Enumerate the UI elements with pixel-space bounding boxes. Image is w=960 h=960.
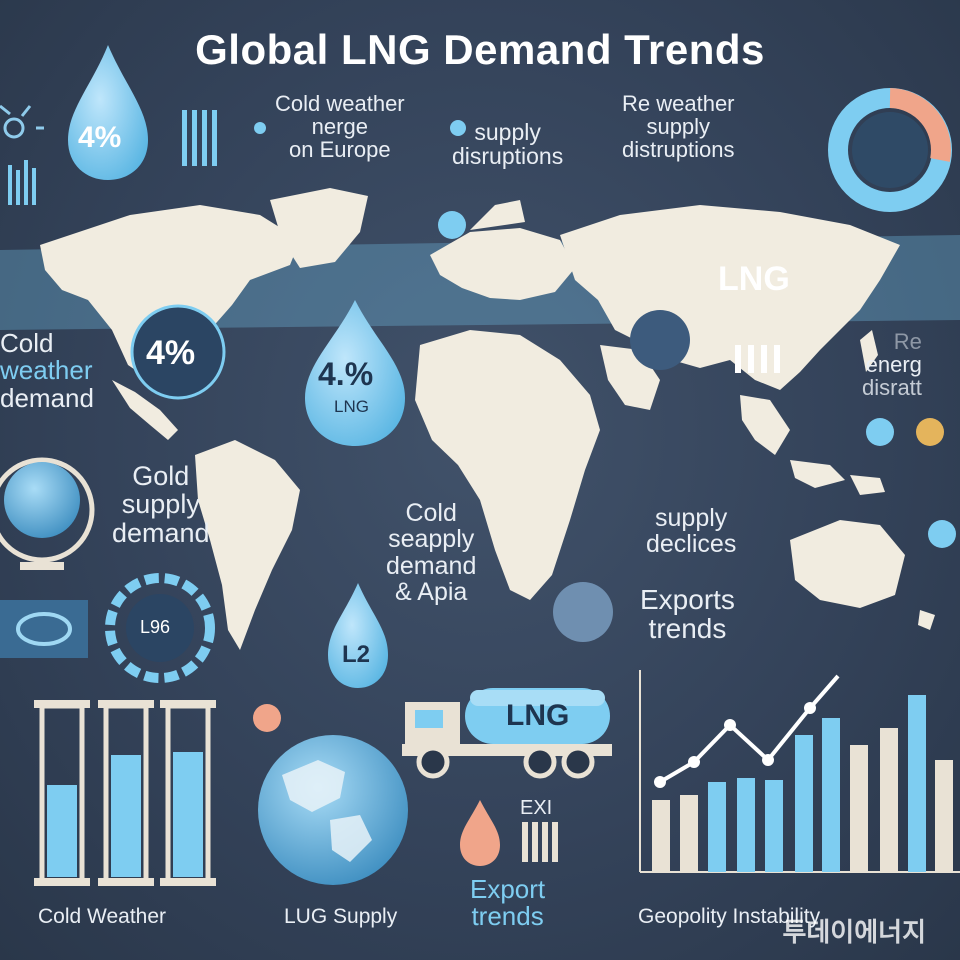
check-icon — [928, 520, 956, 548]
label-cold-seapply: Cold seapply demand & Apia — [386, 499, 477, 606]
badge-exi: EXI — [520, 797, 553, 819]
caption-cold-weather: Cold Weather — [38, 905, 167, 928]
badge-circle-left: 4% — [146, 334, 196, 372]
badge-gauge: L96 — [140, 617, 171, 637]
gear-icon-3 — [253, 704, 281, 732]
badge-truck: LNG — [506, 699, 570, 732]
people-icon — [553, 582, 613, 642]
label-supply-declices: supply declices — [646, 504, 737, 559]
ruler-icon — [522, 822, 558, 862]
columns-icon — [182, 110, 217, 166]
caption-geopolity: Geopolity Instability — [638, 905, 821, 928]
label-re-weather: Re weather supply distruptions — [622, 91, 735, 163]
label-re-energ: Re energ disratt — [862, 329, 922, 401]
globe-stand-icon — [0, 457, 95, 570]
bar-line-chart — [639, 670, 960, 873]
gauge-icon — [105, 573, 215, 683]
water-drop-icon-mid — [305, 300, 405, 446]
caption-lug-supply: LUG Supply — [284, 905, 398, 928]
bar-icon — [8, 160, 36, 205]
world-map — [0, 188, 960, 650]
badge-drop-small: L2 — [342, 641, 371, 668]
badge-map-lng: LNG — [718, 260, 790, 298]
truck-icon — [402, 688, 612, 779]
orange-drop-icon — [460, 800, 500, 866]
label-supply-disruptions: supply disruptions — [452, 119, 564, 170]
sparkle-icon-2 — [450, 120, 466, 136]
watermark: 투데이에너지 — [782, 916, 926, 947]
globe-icon — [258, 735, 408, 885]
badge-drop-mid-pct: 4.% — [318, 356, 374, 392]
lng-map-icons — [735, 345, 780, 373]
label-cold-weather-demand: Cold weather demand — [0, 328, 94, 413]
water-drop-icon-small — [328, 583, 388, 688]
donut-chart — [828, 88, 952, 212]
percent-circle — [130, 304, 226, 400]
coin-icon — [916, 418, 944, 446]
badge-drop-mid-sub: LNG — [334, 397, 369, 416]
gear-icon-2 — [438, 211, 466, 239]
label-cold-weather-europe: Cold weather nerge on Europe — [275, 91, 405, 163]
water-drop-icon — [68, 45, 148, 180]
page-title: Global LNG Demand Trends — [195, 26, 765, 73]
gear-icon — [0, 104, 44, 139]
map-eye-icon — [0, 600, 88, 658]
lng-map-badge — [630, 310, 690, 370]
label-gold-supply: Gold supply demand — [112, 461, 210, 548]
person-icon — [866, 418, 894, 446]
sparkle-icon — [254, 122, 266, 134]
badge-drop-top: 4% — [78, 121, 122, 154]
label-export-trends-bottom: Export trends — [470, 874, 546, 932]
label-exports-trends: Exports trends — [640, 584, 735, 645]
